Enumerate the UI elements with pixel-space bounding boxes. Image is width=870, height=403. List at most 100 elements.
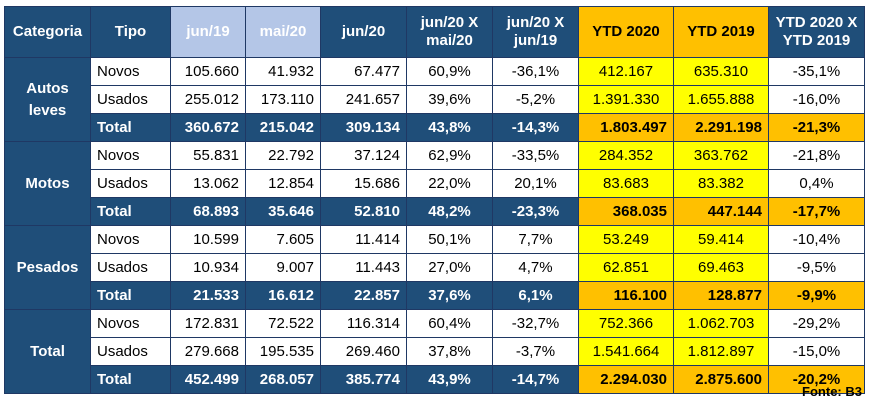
table-row: Total 68.893 35.646 52.810 48,2% -23,3% 368.03… <box>5 197 865 226</box>
cell-jun19: 68.893 <box>170 197 246 226</box>
table-row: Usados 255.012 173.110 241.657 39,6% -5,2% 1.3… <box>5 85 865 114</box>
cell-mai20: 16.612 <box>245 281 321 310</box>
table-row: Motos Novos 55.831 22.792 37.124 62,9% -33,5% 2… <box>4 141 865 226</box>
cell-jun20: 11.414 <box>320 225 407 254</box>
cell-var-jun: 4,7% <box>492 253 579 282</box>
table-row: Total Novos 172.831 72.522 116.314 60,4% -32,7… <box>4 309 865 394</box>
tipo-cell: Usados <box>90 85 171 114</box>
table-row: Total 360.672 215.042 309.134 43,8% -14,3% 1.8… <box>5 113 865 142</box>
table-row: Usados 10.934 9.007 11.443 27,0% 4,7% 62.851 69… <box>5 253 865 282</box>
tipo-cell: Novos <box>90 141 171 170</box>
cell-ytd2020: 83.683 <box>578 169 674 198</box>
cell-var-mai: 48,2% <box>406 197 493 226</box>
header-categoria: Categoria <box>4 6 91 58</box>
cell-var-mai: 27,0% <box>406 253 493 282</box>
cell-jun20: 269.460 <box>320 337 407 366</box>
cell-jun20: 67.477 <box>320 57 407 86</box>
cell-var-mai: 22,0% <box>406 169 493 198</box>
cell-ytd2020: 284.352 <box>578 141 674 170</box>
cell-ytd2019: 59.414 <box>673 225 769 254</box>
cell-ytd2019: 128.877 <box>673 281 769 310</box>
cell-ytd2020: 1.541.664 <box>578 337 674 366</box>
cell-ytd2020: 368.035 <box>578 197 674 226</box>
category-cell: Autos leves <box>4 57 91 142</box>
header-ytd2020: YTD 2020 <box>578 6 674 58</box>
cell-mai20: 268.057 <box>245 365 321 394</box>
cell-ytd-var: -17,7% <box>768 197 865 226</box>
cell-var-jun: -5,2% <box>492 85 579 114</box>
cell-ytd-var: -10,4% <box>768 225 865 254</box>
cell-ytd2020: 116.100 <box>578 281 674 310</box>
cell-jun20: 385.774 <box>320 365 407 394</box>
cell-ytd-var: -21,8% <box>768 141 865 170</box>
cell-ytd2019: 635.310 <box>673 57 769 86</box>
header-jun19: jun/19 <box>170 6 246 58</box>
cell-jun19: 172.831 <box>170 309 246 338</box>
cell-var-jun: -14,3% <box>492 113 579 142</box>
cell-mai20: 35.646 <box>245 197 321 226</box>
cell-jun20: 52.810 <box>320 197 407 226</box>
tipo-cell: Total <box>90 197 171 226</box>
cell-ytd-var: -29,2% <box>768 309 865 338</box>
cell-ytd-var: -9,9% <box>768 281 865 310</box>
cell-var-mai: 62,9% <box>406 141 493 170</box>
cell-jun19: 13.062 <box>170 169 246 198</box>
cell-ytd2020: 62.851 <box>578 253 674 282</box>
tipo-cell: Usados <box>90 337 171 366</box>
cell-ytd2019: 2.291.198 <box>673 113 769 142</box>
cell-jun19: 255.012 <box>170 85 246 114</box>
cell-jun19: 452.499 <box>170 365 246 394</box>
header-row: Categoria Tipo jun/19 mai/20 jun/20 jun/… <box>4 6 865 58</box>
cell-mai20: 72.522 <box>245 309 321 338</box>
cell-var-jun: 6,1% <box>492 281 579 310</box>
cell-ytd2019: 447.144 <box>673 197 769 226</box>
tipo-cell: Novos <box>90 309 171 338</box>
cell-jun20: 22.857 <box>320 281 407 310</box>
cell-mai20: 12.854 <box>245 169 321 198</box>
cell-ytd2019: 2.875.600 <box>673 365 769 394</box>
cell-var-mai: 43,8% <box>406 113 493 142</box>
cell-var-mai: 60,9% <box>406 57 493 86</box>
cell-ytd2019: 69.463 <box>673 253 769 282</box>
cell-jun19: 21.533 <box>170 281 246 310</box>
cell-var-mai: 39,6% <box>406 85 493 114</box>
cell-jun20: 37.124 <box>320 141 407 170</box>
tipo-cell: Usados <box>90 169 171 198</box>
cell-mai20: 215.042 <box>245 113 321 142</box>
cell-ytd2019: 363.762 <box>673 141 769 170</box>
cell-mai20: 195.535 <box>245 337 321 366</box>
cell-ytd-var: 0,4% <box>768 169 865 198</box>
cell-var-jun: -36,1% <box>492 57 579 86</box>
cell-jun19: 279.668 <box>170 337 246 366</box>
header-jun20-vs-jun19: jun/20 X jun/19 <box>492 6 579 58</box>
cell-jun19: 10.599 <box>170 225 246 254</box>
cell-ytd-var: -21,3% <box>768 113 865 142</box>
cell-jun20: 116.314 <box>320 309 407 338</box>
cell-jun19: 360.672 <box>170 113 246 142</box>
cell-jun19: 105.660 <box>170 57 246 86</box>
cell-var-jun: 20,1% <box>492 169 579 198</box>
table-row: Usados 13.062 12.854 15.686 22,0% 20,1% 83.683… <box>5 169 865 198</box>
cell-jun20: 241.657 <box>320 85 407 114</box>
source-note: Fonte: B3 <box>802 384 862 399</box>
tipo-cell: Novos <box>90 57 171 86</box>
cell-ytd2020: 53.249 <box>578 225 674 254</box>
table-row: Total 21.533 16.612 22.857 37,6% 6,1% 116.100 1… <box>5 281 865 310</box>
cell-ytd2019: 1.062.703 <box>673 309 769 338</box>
tipo-cell: Total <box>90 113 171 142</box>
cell-var-mai: 50,1% <box>406 225 493 254</box>
cell-var-mai: 60,4% <box>406 309 493 338</box>
cell-var-mai: 37,6% <box>406 281 493 310</box>
header-tipo: Tipo <box>90 6 171 58</box>
cell-var-jun: -3,7% <box>492 337 579 366</box>
cell-mai20: 22.792 <box>245 141 321 170</box>
header-ytd2019: YTD 2019 <box>673 6 769 58</box>
cell-jun19: 10.934 <box>170 253 246 282</box>
cell-var-jun: -33,5% <box>492 141 579 170</box>
table-body: Autos leves Novos 105.660 41.932 67.477 60,9%… <box>4 57 865 394</box>
tipo-cell: Total <box>90 281 171 310</box>
cell-var-jun: -23,3% <box>492 197 579 226</box>
cell-ytd-var: -9,5% <box>768 253 865 282</box>
cell-mai20: 9.007 <box>245 253 321 282</box>
